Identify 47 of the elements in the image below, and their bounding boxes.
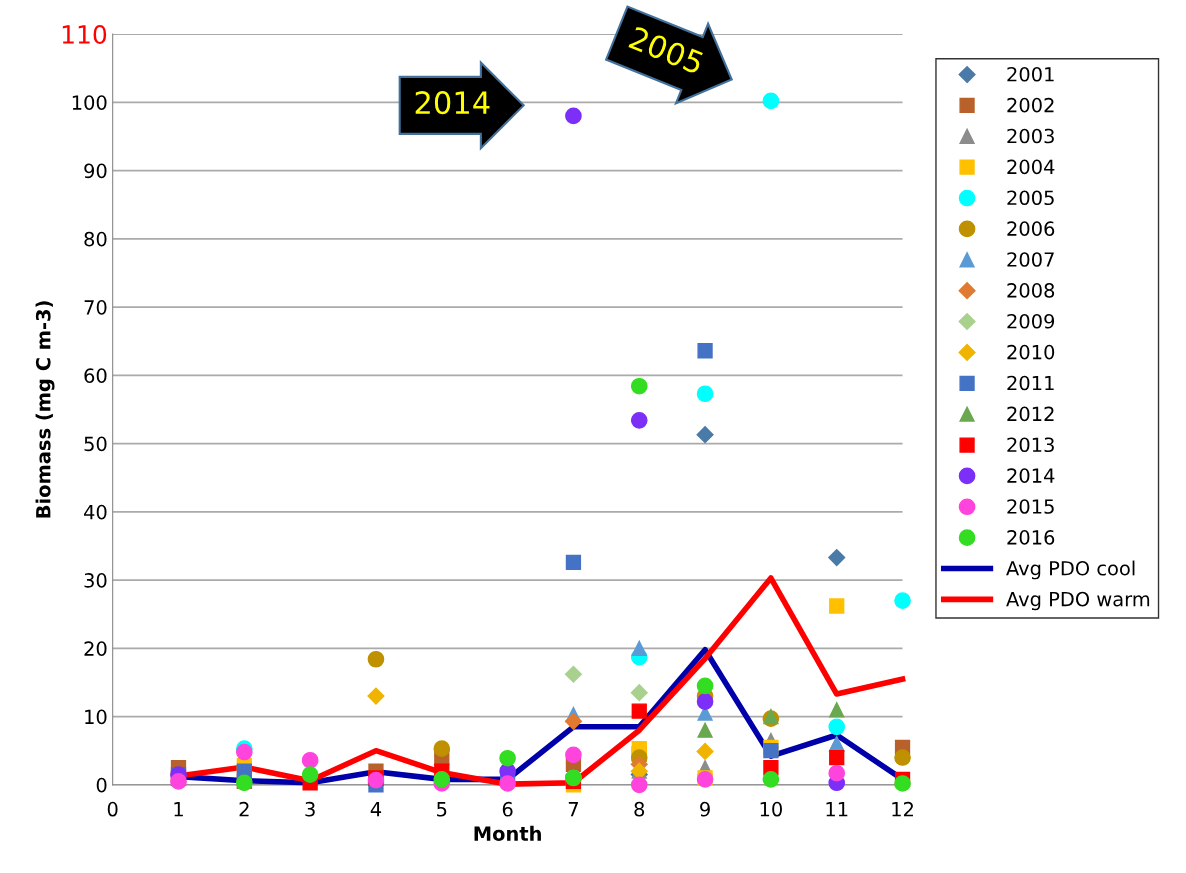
x-tick-label: 2 [239,801,249,817]
legend-label: 2005 [1007,190,1054,206]
y-tick-label: 0 [96,777,107,793]
annotation: 2005 [628,25,705,75]
x-tick-label: 7 [568,802,578,817]
legend-label: Avg PDO cool [1006,560,1135,580]
legend-label: 2002 [1007,97,1054,113]
legend-label: Avg PDO warm [1006,591,1150,611]
x-tick-label: 3 [305,801,315,817]
x-tick-label: 9 [700,801,710,817]
x-tick-label: 6 [502,801,513,817]
legend-label: 2007 [1007,252,1054,267]
legend-label: 2012 [1007,406,1054,422]
legend-label: 2014 [1007,468,1055,483]
y-tick-label: 50 [84,436,107,452]
legend-label: 2006 [1007,221,1055,236]
x-axis-title: Month [474,825,541,841]
y-tick-label: 110 [62,24,107,44]
y-tick-label: 90 [84,163,107,179]
y-tick-label: 40 [84,504,107,520]
legend-label: 2011 [1007,375,1054,391]
x-tick-label: 10 [760,801,782,817]
y-axis-title: Biomass (mg C m-3) [35,301,55,518]
annotation: 2014 [415,91,490,115]
y-tick-label: 60 [84,368,107,383]
y-tick-label: 70 [84,300,107,315]
legend-label: 2013 [1007,437,1054,453]
y-tick-label: 80 [84,231,107,247]
legend-label: 2003 [1007,128,1054,144]
y-tick-label: 100 [72,95,107,110]
x-tick-label: 0 [107,801,118,817]
x-tick-label: 12 [892,801,913,817]
legend-label: 2015 [1007,499,1054,514]
legend-label: 2001 [1007,66,1054,82]
y-tick-label: 10 [85,709,107,725]
legend-label: 2009 [1007,313,1055,329]
x-tick-label: 8 [634,801,645,817]
y-tick-label: 20 [84,641,107,656]
legend-label: 2004 [1007,159,1055,175]
x-tick-label: 4 [370,802,382,817]
x-tick-label: 5 [437,802,447,817]
y-tick-label: 30 [84,573,107,588]
legend-label: 2016 [1007,530,1055,545]
x-tick-label: 1 [174,802,183,817]
legend-label: 2010 [1007,344,1055,360]
x-tick-label: 11 [826,802,848,817]
legend-label: 2008 [1007,283,1055,298]
